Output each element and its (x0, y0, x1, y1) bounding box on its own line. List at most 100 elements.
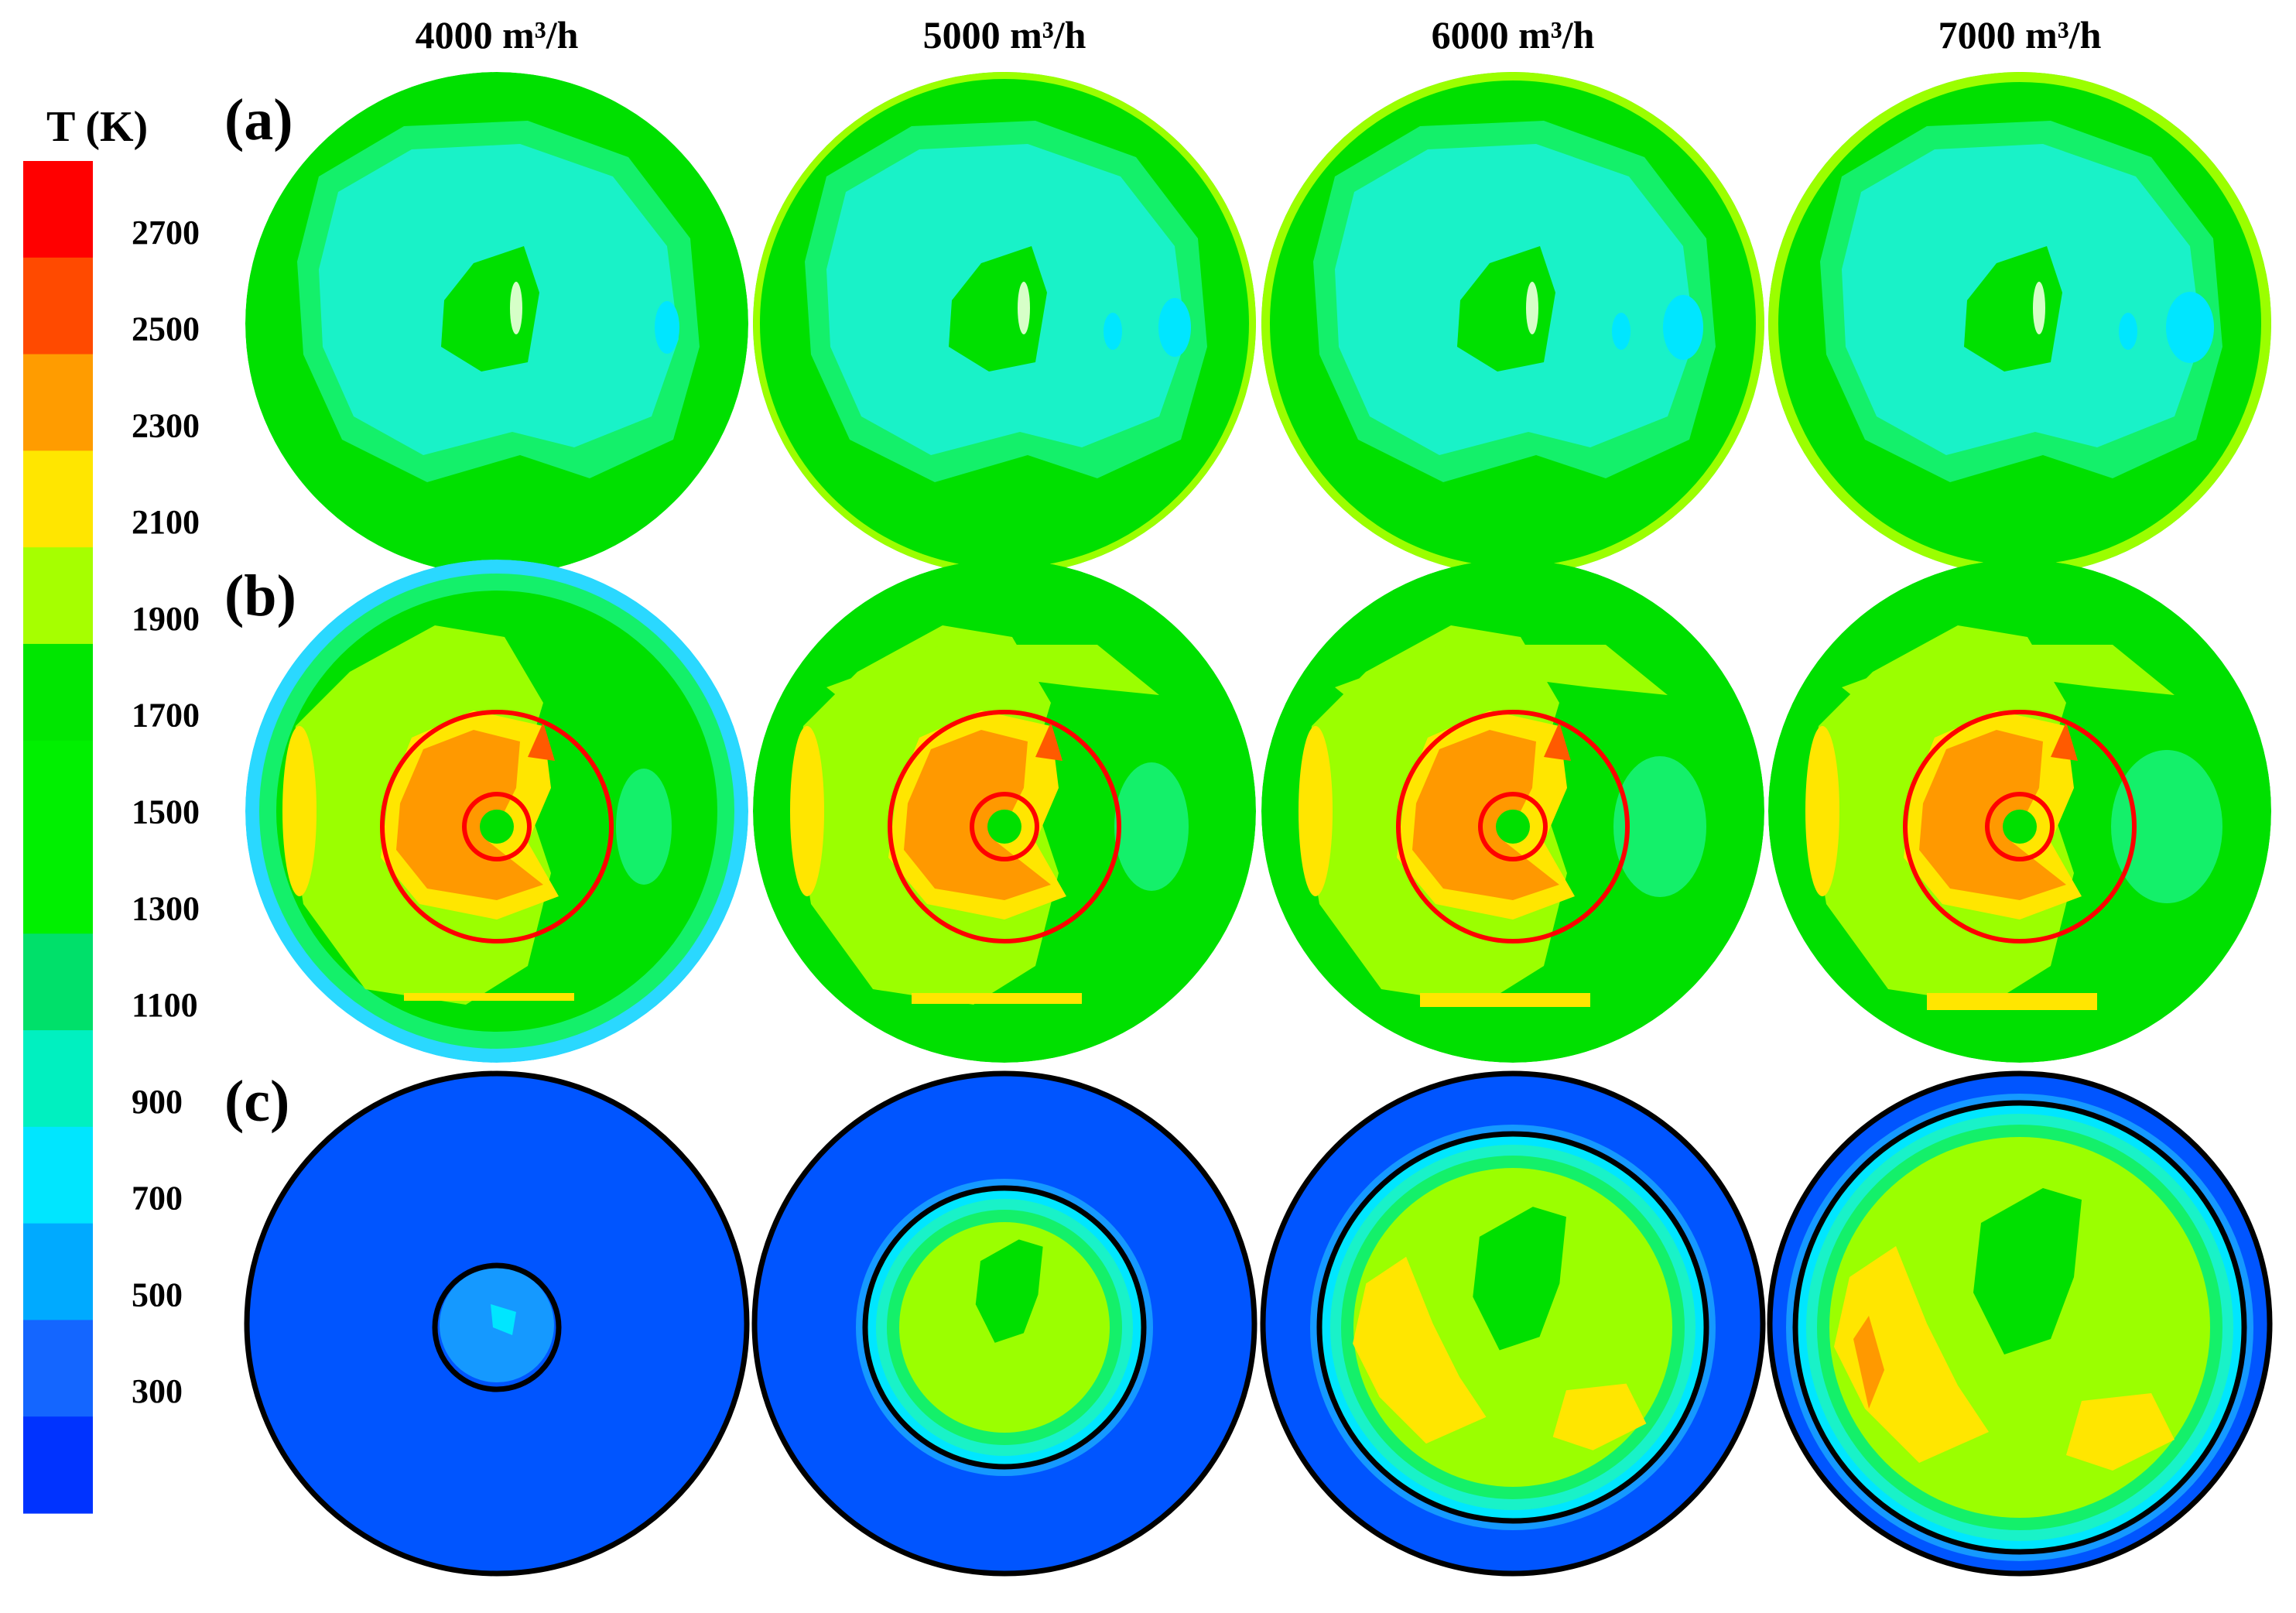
colorbar-band-6 (23, 740, 93, 838)
contour-disc-b-5000 (753, 560, 1256, 1063)
bottom-hot-band (404, 993, 574, 1001)
contour-disc-b-6000 (1261, 560, 1764, 1063)
row-label-c: (c) (224, 1069, 289, 1134)
contour-disc-c-5000 (751, 1070, 1257, 1577)
colorbar-band-9 (23, 1030, 93, 1128)
cool-spot (2166, 292, 2214, 363)
colorbar-title: T (K) (46, 103, 148, 151)
row-label-b: (b) (224, 563, 296, 628)
column-header-6000: 6000 m³/h (1432, 13, 1595, 57)
contour-disc-a-6000 (1261, 72, 1764, 575)
cool-spot-small (2119, 313, 2137, 350)
upper-arc-zone (826, 645, 1159, 718)
colorbar-tick-1300: 1300 (132, 889, 200, 927)
column-header-5000: 5000 m³/h (923, 13, 1086, 57)
colorbar-band-11 (23, 1223, 93, 1321)
disc-outline (1260, 1070, 1766, 1577)
left-edge-hot-zone (1299, 726, 1333, 896)
inner-red-circle (462, 792, 532, 861)
colorbar-tick-1100: 1100 (132, 986, 198, 1024)
colorbar-band-13 (23, 1416, 93, 1514)
contour-disc-a-7000 (1768, 72, 2271, 575)
disc-body (1768, 560, 2271, 1063)
cool-lobe (1114, 762, 1189, 891)
colorbar-band-8 (23, 933, 93, 1031)
bottom-hot-band (1420, 993, 1590, 1007)
inner-black-circle (1792, 1100, 2247, 1555)
hot-zone-right (1552, 1383, 1647, 1450)
cool-lobe (2111, 750, 2222, 903)
row-label-a: (a) (224, 87, 293, 152)
left-edge-hot-zone (790, 726, 824, 896)
disc-body (1768, 1072, 2271, 1575)
cool-spot (1663, 295, 1703, 360)
colorbar-tick-500: 500 (132, 1276, 183, 1313)
disc-body (753, 72, 1256, 575)
core-streak (2033, 282, 2045, 334)
green-core-zone (1973, 1188, 2082, 1354)
colorbar-tick-labels: 2700 2500 2300 2100 1900 1700 1500 1300 1100 900 7… (132, 214, 200, 1410)
disc-body (1261, 72, 1764, 575)
hot-zone-left (1353, 1256, 1487, 1444)
disc-body (1768, 72, 2271, 575)
inner-red-circle (1478, 792, 1548, 861)
colorbar-tick-2700: 2700 (132, 214, 200, 252)
hot-core-zone (1457, 246, 1555, 372)
colorbar-bands (23, 161, 93, 1514)
bottom-hot-band (912, 993, 1082, 1004)
colorbar-tick-1900: 1900 (132, 600, 200, 638)
colorbar-tick-2500: 2500 (132, 310, 200, 348)
contour-disc-c-4000 (244, 1070, 750, 1577)
contour-disc-b-7000 (1768, 560, 2271, 1063)
colorbar-band-4 (23, 547, 93, 645)
column-header-7000: 7000 m³/h (1938, 13, 2102, 57)
inner-core-zone (491, 1304, 516, 1335)
cool-spot-small (1612, 313, 1630, 350)
contour-disc-a-4000 (245, 72, 748, 575)
hot-zone-left (1834, 1246, 1989, 1463)
cool-lobe (616, 769, 672, 885)
colorbar-tick-700: 700 (132, 1180, 183, 1217)
disc-body (245, 560, 748, 1063)
outer-red-circle (1396, 710, 1630, 943)
center-zone (2003, 810, 2037, 844)
colorbar-tick-1500: 1500 (132, 793, 200, 831)
hot-core-zone (949, 246, 1047, 372)
upper-arc-zone (1335, 645, 1668, 718)
inner-red-circle (1985, 792, 2055, 861)
upper-arc-zone (1842, 645, 2175, 718)
outer-red-circle (1903, 710, 2137, 943)
colorbar-band-5 (23, 643, 93, 741)
contour-disc-c-7000 (1767, 1070, 2273, 1577)
cool-spot (1158, 298, 1191, 357)
disc-body (753, 1072, 1256, 1575)
outer-red-circle (888, 710, 1121, 943)
inner-black-circle (862, 1185, 1147, 1470)
colorbar-band-2 (23, 354, 93, 451)
disc-body (1261, 1072, 1764, 1575)
core-streak (1526, 282, 1538, 334)
peak-zone (1035, 722, 1062, 761)
colorbar-tick-2100: 2100 (132, 503, 200, 541)
contour-disc-a-5000 (753, 72, 1256, 575)
center-zone (480, 810, 514, 844)
disc-body (245, 72, 748, 575)
temperature-colorbar: T (K) 2700 2500 2300 2100 1900 1700 1500 1300 11… (23, 103, 200, 1514)
colorbar-band-1 (23, 257, 93, 355)
peak-zone (528, 722, 555, 761)
colorbar-tick-1700: 1700 (132, 697, 200, 735)
hot-core-zone (441, 246, 539, 372)
cool-lobe (1613, 756, 1706, 897)
hot-core-zone (1964, 246, 2062, 372)
peak-zone (1544, 722, 1571, 761)
colorbar-band-7 (23, 837, 93, 934)
core-streak (1018, 282, 1030, 334)
colorbar-tick-2300: 2300 (132, 406, 200, 444)
hot-zone-right (2066, 1393, 2175, 1471)
center-zone (987, 810, 1021, 844)
disc-body (245, 1072, 748, 1575)
peak-zone (2051, 722, 2078, 761)
center-zone (1496, 810, 1530, 844)
cool-spot (655, 301, 679, 354)
